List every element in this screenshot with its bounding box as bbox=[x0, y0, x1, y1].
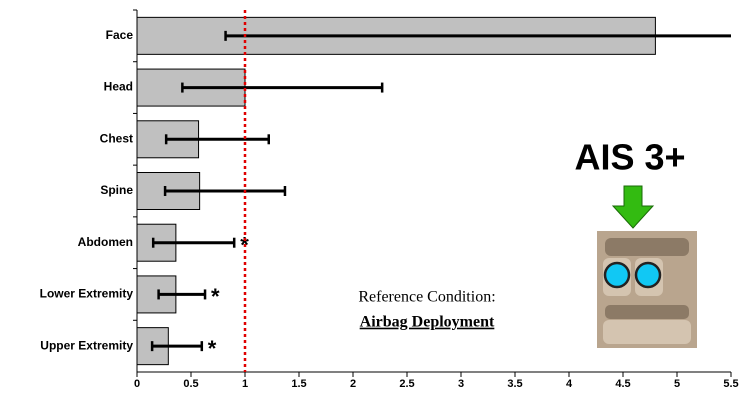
y-tick-label: Abdomen bbox=[78, 235, 133, 249]
x-tick-label: 1 bbox=[242, 378, 248, 390]
x-tick-label: 2.5 bbox=[399, 378, 414, 390]
arrow-icon bbox=[611, 185, 655, 229]
error-bar bbox=[150, 341, 204, 352]
vehicle-icon bbox=[597, 231, 697, 348]
x-tick-label: 1.5 bbox=[291, 378, 306, 390]
significance-mark: * bbox=[211, 284, 220, 309]
x-tick-label: 2 bbox=[350, 378, 356, 390]
y-tick-label: Upper Extremity bbox=[40, 338, 133, 352]
x-tick-label: 4.5 bbox=[615, 378, 630, 390]
significance-mark: * bbox=[208, 336, 217, 361]
x-tick-label: 0.5 bbox=[183, 378, 198, 390]
x-tick-label: 0 bbox=[134, 378, 140, 390]
plot: 0 0.5 1 1.5 2 2.5 3 3.5 4 4.5 5 5.5 Face Head Chest Spi… bbox=[40, 9, 739, 390]
y-tick-label: Chest bbox=[100, 131, 133, 145]
x-tick-label: 5 bbox=[674, 378, 680, 390]
reference-name: Airbag Deployment bbox=[360, 314, 495, 331]
error-bar bbox=[157, 289, 207, 300]
error-bar bbox=[151, 237, 236, 248]
error-bar bbox=[224, 30, 731, 41]
x-tick-label: 5.5 bbox=[723, 378, 738, 390]
x-tick-label: 4 bbox=[566, 378, 573, 390]
error-bar bbox=[163, 186, 287, 196]
y-tick-label: Face bbox=[106, 28, 134, 42]
y-tick-label: Spine bbox=[100, 183, 133, 197]
y-tick-label: Lower Extremity bbox=[40, 287, 134, 301]
reference-label: Reference Condition: bbox=[358, 289, 495, 306]
y-tick-label: Head bbox=[104, 80, 133, 94]
x-tick-label: 3 bbox=[458, 378, 464, 390]
severity-label: AIS 3+ bbox=[574, 137, 685, 178]
error-bar bbox=[181, 82, 384, 93]
x-tick-label: 3.5 bbox=[507, 378, 522, 390]
error-bar bbox=[164, 134, 271, 145]
